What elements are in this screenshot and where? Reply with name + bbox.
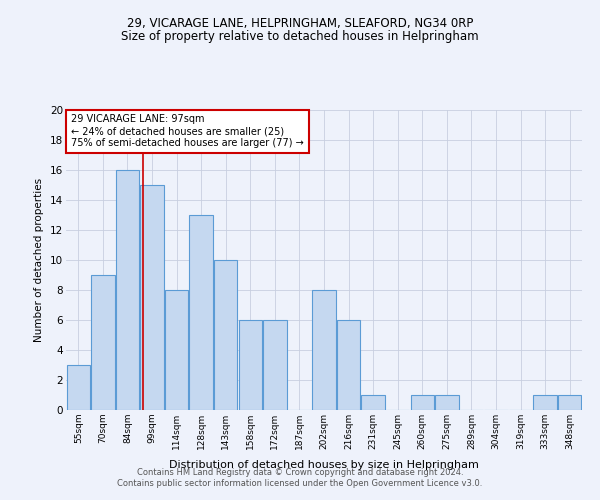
Text: 29, VICARAGE LANE, HELPRINGHAM, SLEAFORD, NG34 0RP: 29, VICARAGE LANE, HELPRINGHAM, SLEAFORD… — [127, 18, 473, 30]
Bar — [165, 290, 188, 410]
Bar — [67, 365, 90, 410]
Bar — [116, 170, 139, 410]
Bar — [313, 290, 335, 410]
Bar — [337, 320, 360, 410]
Bar — [239, 320, 262, 410]
Bar — [558, 395, 581, 410]
Text: Size of property relative to detached houses in Helpringham: Size of property relative to detached ho… — [121, 30, 479, 43]
Bar — [435, 395, 458, 410]
Bar — [533, 395, 557, 410]
Bar — [190, 215, 213, 410]
Bar — [214, 260, 238, 410]
Bar — [91, 275, 115, 410]
Bar — [140, 185, 164, 410]
Text: 29 VICARAGE LANE: 97sqm
← 24% of detached houses are smaller (25)
75% of semi-de: 29 VICARAGE LANE: 97sqm ← 24% of detache… — [71, 114, 304, 148]
Bar — [263, 320, 287, 410]
X-axis label: Distribution of detached houses by size in Helpringham: Distribution of detached houses by size … — [169, 460, 479, 470]
Bar — [361, 395, 385, 410]
Text: Contains HM Land Registry data © Crown copyright and database right 2024.
Contai: Contains HM Land Registry data © Crown c… — [118, 468, 482, 487]
Bar — [410, 395, 434, 410]
Y-axis label: Number of detached properties: Number of detached properties — [34, 178, 44, 342]
